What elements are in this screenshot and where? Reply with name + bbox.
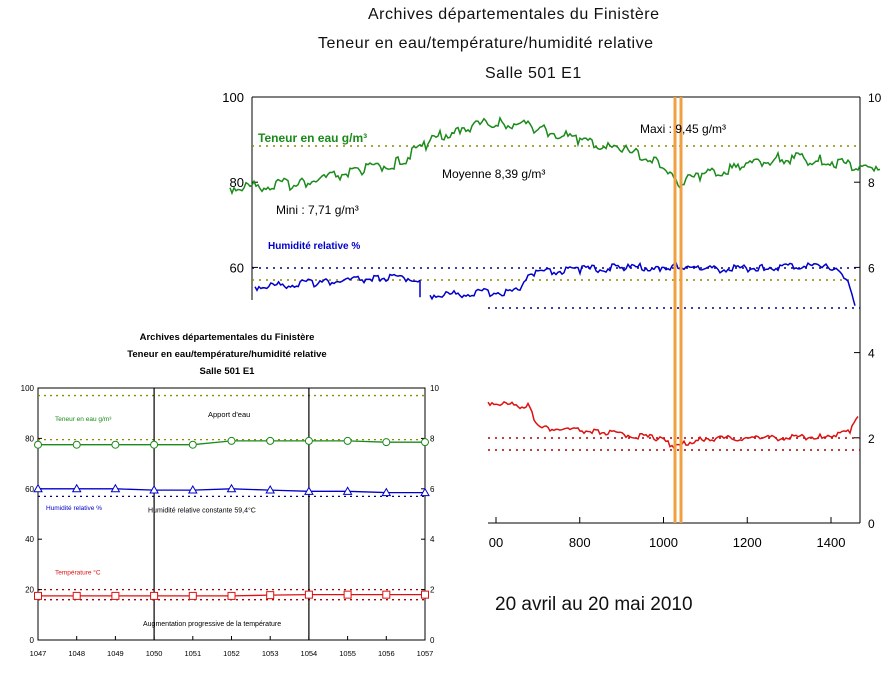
main-chart-titles: Archives départementales du Finistère Te… (0, 0, 884, 95)
inset-x-tick-label: 1054 (301, 649, 318, 658)
inset-x-tick-label: 1049 (107, 649, 124, 658)
inset-temperature-label: Température °C (55, 568, 101, 576)
inset-point-circle (266, 436, 275, 445)
inset-augmentation-annotation: Augmentation progressive de la températu… (143, 621, 281, 628)
inset-left-tick-label: 60 (25, 485, 34, 494)
chart-title-line-3: Salle 501 E1 (485, 65, 582, 82)
inset-x-tick-label: 1053 (262, 649, 279, 658)
inset-left-tick-label: 80 (25, 434, 34, 443)
inset-x-tick-label: 1051 (184, 649, 201, 658)
inset-point-square (382, 590, 391, 599)
inset-left-tick-label: 40 (25, 535, 34, 544)
x-tick-label: 1400 (817, 535, 846, 550)
inset-point-triangle (381, 487, 392, 497)
x-tick-label: 1200 (733, 535, 762, 550)
moyenne-annotation: Moyenne 8,39 g/m³ (442, 167, 545, 181)
inset-point-square (111, 591, 120, 600)
inset-x-tick-label: 1050 (146, 649, 163, 658)
inset-point-circle (421, 438, 429, 447)
maxi-annotation: Maxi : 9,45 g/m³ (640, 122, 726, 136)
inset-right-tick-label: 2 (430, 586, 435, 595)
inset-right-tick-label: 8 (430, 434, 435, 443)
inset-water-label: Teneur en eau g/m³ (55, 416, 112, 423)
inset-point-triangle (420, 487, 430, 497)
inset-x-tick-label: 1056 (378, 649, 395, 658)
inset-point-circle (72, 440, 81, 449)
inset-x-tick-label: 1047 (30, 649, 47, 658)
inset-title-line-3: Salle 501 E1 (200, 366, 256, 377)
humidity-series-line (429, 261, 856, 306)
humidity-series-line (254, 273, 421, 292)
inset-x-tick-label: 1052 (223, 649, 240, 658)
main-chart-lines (229, 97, 881, 523)
inset-point-square (150, 591, 159, 600)
inset-point-circle (150, 440, 159, 449)
inset-left-tick-label: 20 (25, 586, 34, 595)
inset-point-triangle (342, 486, 353, 495)
inset-point-triangle (149, 485, 159, 494)
inset-left-tick-label: 100 (21, 384, 35, 393)
inset-point-square (188, 591, 197, 600)
water-content-label: Teneur en eau g/m³ (258, 131, 367, 145)
inset-x-tick-label: 1057 (417, 649, 434, 658)
date-range-label: 20 avril au 20 mai 2010 (495, 594, 693, 615)
x-tick-label: 00 (489, 535, 503, 550)
inset-right-tick-label: 6 (430, 485, 435, 494)
right-tick-label: 2 (868, 432, 875, 446)
inset-point-square (304, 590, 313, 599)
inset-point-triangle (110, 483, 121, 493)
inset-constante-annotation: Humidité relative constante 59,4°C (148, 507, 256, 515)
left-tick-label: 60 (230, 260, 244, 275)
right-tick-label: 10 (868, 91, 882, 105)
inset-title-line-1: Archives départementales du Finistère (140, 332, 315, 343)
humidity-label: Humidité relative % (268, 241, 360, 252)
inset-point-square (343, 590, 352, 599)
inset-point-square (227, 591, 236, 600)
right-tick-label: 0 (868, 517, 875, 531)
inset-point-square (34, 591, 42, 600)
mini-annotation: Mini : 7,71 g/m³ (276, 203, 359, 217)
inset-point-triangle (304, 486, 314, 495)
inset-title-line-2: Teneur en eau/température/humidité relat… (127, 349, 326, 360)
inset-point-circle (188, 440, 197, 449)
inset-point-square (266, 591, 275, 600)
inset-point-triangle (33, 483, 43, 493)
inset-point-triangle (226, 483, 237, 493)
inset-point-circle (382, 438, 391, 447)
inset-apport-annotation: Apport d'eau (208, 410, 250, 419)
inset-point-circle (304, 436, 313, 445)
inset-humidity-label: Humidité relative % (46, 505, 102, 512)
inset-point-triangle (265, 485, 276, 494)
inset-point-circle (343, 436, 352, 445)
left-tick-label: 80 (230, 175, 244, 190)
chart-title-line-2: Teneur en eau/température/humidité relat… (318, 35, 654, 52)
inset-point-circle (227, 436, 236, 445)
right-tick-label: 8 (868, 176, 875, 190)
inset-right-tick-label: 4 (430, 535, 435, 544)
inset-point-circle (34, 440, 42, 449)
right-tick-label: 4 (868, 347, 875, 361)
inset-chart-svg: Archives départementales du Finistère Ten… (21, 332, 440, 658)
right-tick-label: 6 (868, 261, 875, 275)
left-tick-label: 100 (222, 90, 244, 105)
x-tick-label: 1000 (649, 535, 678, 550)
inset-right-tick-label: 10 (430, 384, 439, 393)
inset-chart: Archives départementales du Finistère Ten… (0, 326, 455, 677)
inset-point-circle (111, 440, 120, 449)
inset-point-triangle (71, 483, 82, 493)
inset-right-tick-label: 0 (430, 636, 435, 645)
temperature-series-line (487, 400, 859, 450)
inset-x-tick-label: 1048 (68, 649, 85, 658)
inset-point-square (72, 591, 81, 600)
inset-point-triangle (187, 485, 198, 494)
water-content-series-line (229, 115, 881, 196)
inset-left-tick-label: 0 (30, 636, 35, 645)
chart-title-line-1: Archives départementales du Finistère (368, 6, 660, 23)
x-tick-label: 800 (569, 535, 591, 550)
inset-x-tick-label: 1055 (339, 649, 356, 658)
inset-point-square (421, 590, 429, 599)
